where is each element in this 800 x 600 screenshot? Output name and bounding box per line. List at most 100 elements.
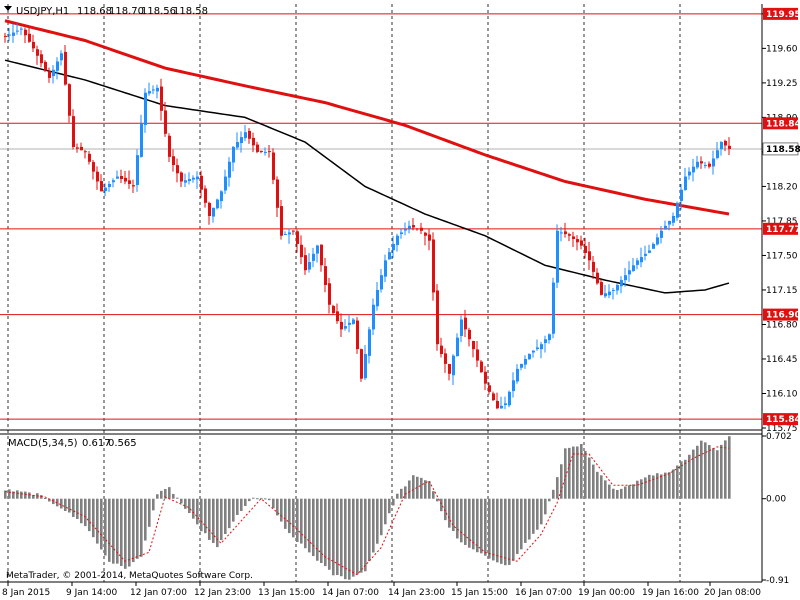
candle[interactable] [284, 231, 287, 236]
candle[interactable] [492, 391, 495, 402]
candle[interactable] [12, 23, 15, 43]
candle[interactable] [60, 50, 63, 66]
candle[interactable] [464, 309, 467, 338]
candle[interactable] [488, 382, 491, 395]
candle[interactable] [128, 170, 131, 189]
candle[interactable] [148, 82, 151, 96]
candle[interactable] [640, 247, 643, 268]
candle[interactable] [84, 149, 87, 159]
candle[interactable] [176, 158, 179, 183]
candle[interactable] [28, 25, 31, 43]
candle[interactable] [120, 169, 123, 183]
candle[interactable] [32, 34, 35, 52]
candle[interactable] [388, 247, 391, 260]
candle[interactable] [228, 157, 231, 187]
candle[interactable] [40, 50, 43, 68]
candle[interactable] [468, 327, 471, 347]
candle[interactable] [268, 144, 271, 158]
candle[interactable] [164, 101, 167, 137]
candle[interactable] [348, 314, 351, 333]
candle[interactable] [8, 27, 11, 42]
candle[interactable] [80, 142, 83, 151]
candle[interactable] [116, 170, 119, 179]
candle[interactable] [172, 149, 175, 172]
candle[interactable] [244, 124, 247, 142]
candle[interactable] [552, 277, 555, 339]
candle[interactable] [20, 26, 23, 36]
candle[interactable] [672, 212, 675, 227]
candle[interactable] [196, 171, 199, 189]
candle[interactable] [692, 158, 695, 182]
candle[interactable] [504, 396, 507, 410]
candle[interactable] [372, 298, 375, 336]
candle[interactable] [408, 220, 411, 234]
candle[interactable] [596, 268, 599, 285]
candle[interactable] [472, 340, 475, 358]
candle[interactable] [448, 363, 451, 381]
candle[interactable] [364, 345, 367, 381]
candle[interactable] [656, 233, 659, 246]
candle[interactable] [416, 227, 419, 231]
candle[interactable] [48, 67, 51, 83]
candle[interactable] [360, 348, 363, 382]
candle[interactable] [524, 355, 527, 369]
price-candles[interactable] [4, 23, 731, 410]
candle[interactable] [324, 258, 327, 293]
candle[interactable] [264, 147, 267, 156]
candle[interactable] [536, 339, 539, 351]
candle[interactable] [236, 132, 239, 150]
candle[interactable] [336, 303, 339, 324]
candle[interactable] [200, 170, 203, 198]
candle[interactable] [628, 261, 631, 282]
candle[interactable] [136, 149, 139, 192]
candle[interactable] [204, 185, 207, 208]
candle[interactable] [600, 279, 603, 296]
candle[interactable] [292, 230, 295, 235]
candle[interactable] [636, 257, 639, 270]
candle[interactable] [512, 372, 515, 398]
candle[interactable] [352, 318, 355, 325]
candle[interactable] [184, 173, 187, 187]
candle[interactable] [580, 235, 583, 250]
candle[interactable] [644, 245, 647, 261]
candle[interactable] [424, 231, 427, 246]
candle[interactable] [108, 181, 111, 192]
candle[interactable] [144, 88, 147, 133]
candle[interactable] [252, 132, 255, 153]
candle[interactable] [632, 258, 635, 272]
candle[interactable] [308, 253, 311, 273]
candle[interactable] [212, 207, 215, 223]
candle[interactable] [256, 141, 259, 154]
candle[interactable] [712, 150, 715, 175]
candle[interactable] [668, 220, 671, 231]
candle[interactable] [156, 84, 159, 99]
candle[interactable] [104, 183, 107, 197]
chevron-down-icon[interactable] [4, 6, 12, 11]
candle[interactable] [248, 128, 251, 144]
candle[interactable] [400, 228, 403, 239]
candle[interactable] [188, 172, 191, 185]
candle[interactable] [708, 161, 711, 169]
candle[interactable] [520, 363, 523, 371]
candle[interactable] [96, 166, 99, 190]
candle[interactable] [496, 392, 499, 410]
candle[interactable] [516, 364, 519, 384]
candle[interactable] [428, 228, 431, 251]
candle[interactable] [560, 226, 563, 242]
candle[interactable] [432, 232, 435, 301]
candle[interactable] [396, 233, 399, 252]
candle[interactable] [476, 340, 479, 368]
candle[interactable] [24, 27, 27, 43]
candle[interactable] [168, 133, 171, 163]
candle[interactable] [444, 348, 447, 373]
candle[interactable] [376, 281, 379, 311]
candle[interactable] [724, 139, 727, 152]
candle[interactable] [540, 341, 543, 359]
candle[interactable] [72, 109, 75, 150]
candle[interactable] [344, 319, 347, 331]
candle[interactable] [716, 141, 719, 160]
candle[interactable] [276, 176, 279, 217]
candle[interactable] [460, 315, 463, 343]
candle[interactable] [56, 57, 59, 80]
